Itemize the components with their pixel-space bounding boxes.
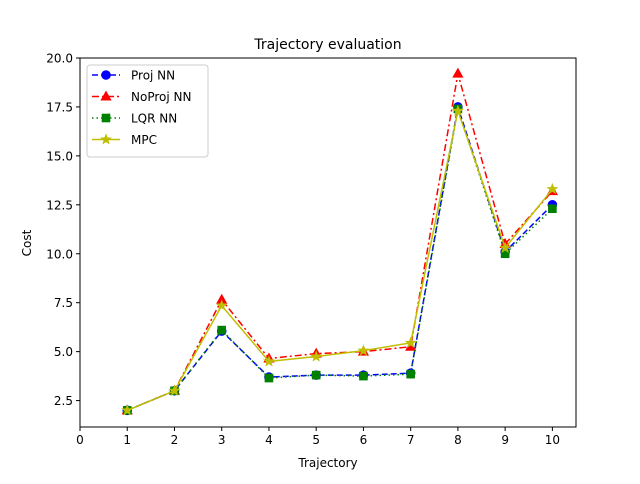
data-point-lqr-nn [406, 369, 415, 379]
y-tick-label: 20.0 [46, 52, 73, 66]
data-point-mpc [499, 241, 512, 253]
series-line-noproj-nn [126, 73, 553, 412]
data-point-mpc [404, 336, 417, 348]
data-point-mpc [168, 384, 181, 396]
series-mpc [121, 104, 559, 416]
x-tick-label: 7 [407, 433, 415, 447]
legend-marker-lqr-nn [101, 113, 111, 123]
y-tick-label: 7.5 [54, 296, 73, 310]
y-tick-label: 15.0 [46, 149, 73, 163]
data-point-mpc [215, 299, 228, 311]
data-point-noproj-nn [452, 67, 464, 78]
x-tick-label: 5 [312, 433, 320, 447]
data-point-mpc [263, 355, 275, 367]
legend-label-proj-nn: Proj NN [131, 69, 175, 83]
legend-label-lqr-nn: LQR NN [131, 112, 177, 126]
series-line-mpc [126, 108, 553, 412]
x-tick-label: 10 [545, 433, 560, 447]
data-point-lqr-nn [264, 373, 274, 383]
data-point-lqr-nn [217, 325, 227, 335]
x-tick-label: 6 [360, 433, 368, 447]
data-point-mpc [310, 350, 323, 362]
y-tick-label: 2.5 [54, 394, 73, 408]
legend-marker-mpc [100, 133, 112, 145]
data-point-mpc [546, 182, 559, 195]
series-line-lqr-nn [126, 108, 553, 412]
data-point-mpc [357, 344, 370, 356]
x-tick-label: 8 [454, 433, 462, 447]
y-tick-label: 10.0 [46, 247, 73, 261]
y-axis-label: Cost [20, 229, 34, 256]
y-tick-label: 5.0 [54, 345, 73, 359]
legend-label-noproj-nn: NoProj NN [131, 90, 191, 104]
legend: Proj NN NoProj NN LQR NN MPC [86, 64, 209, 158]
legend-label-mpc: MPC [131, 133, 157, 147]
y-tick-label: 12.5 [46, 198, 73, 212]
data-point-mpc [451, 104, 464, 116]
x-axis-label: Trajectory [297, 456, 357, 470]
plot-frame [79, 57, 577, 428]
data-point-lqr-nn [311, 370, 321, 380]
x-tick-label: 4 [265, 433, 273, 447]
data-point-mpc [121, 404, 134, 416]
data-point-lqr-nn [548, 204, 557, 214]
x-tick-label: 1 [123, 433, 131, 447]
x-tick-label: 9 [501, 433, 509, 447]
legend-marker-proj-nn [101, 70, 111, 80]
x-tick-label: 3 [218, 433, 226, 447]
y-tick-label: 17.5 [46, 100, 73, 114]
data-point-lqr-nn [359, 371, 368, 381]
x-tick-label: 2 [171, 433, 179, 447]
x-tick-label: 0 [76, 433, 84, 447]
chart-title: Trajectory evaluation [253, 37, 401, 53]
legend-marker-noproj-nn [100, 90, 112, 101]
legend-frame [86, 64, 209, 158]
